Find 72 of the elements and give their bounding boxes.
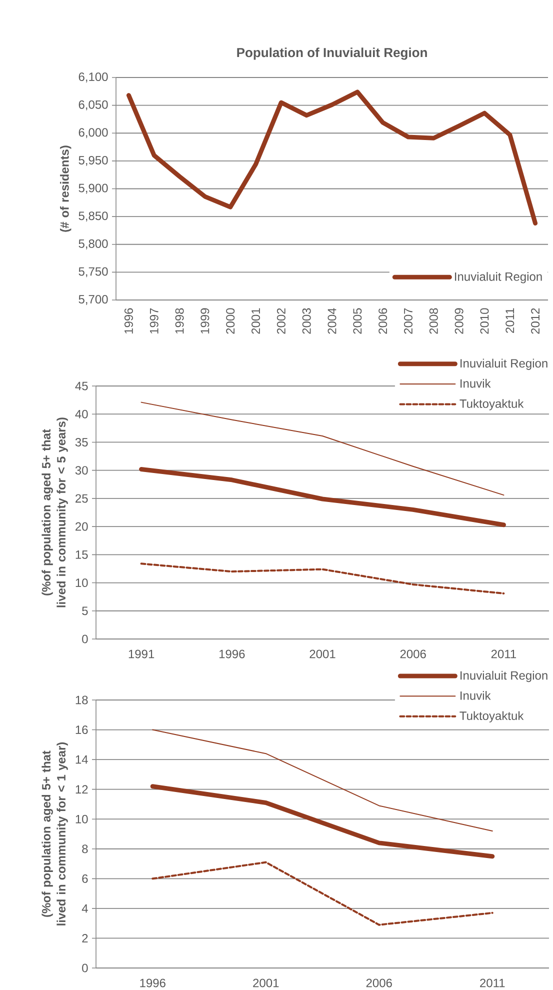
x-tick-label: 1997 — [150, 308, 158, 334]
x-tick-label: 2006 — [378, 308, 388, 334]
legend-label: Tuktoyaktuk — [460, 399, 524, 410]
y-tick-label: 20 — [76, 522, 88, 531]
y-tick-label: 12 — [76, 785, 88, 794]
x-tick-label: 2001 — [253, 978, 279, 988]
y-tick-label: 4 — [82, 904, 88, 913]
x-tick-label: 2007 — [404, 308, 412, 334]
y-tick-label: 40 — [75, 410, 88, 418]
y-tick-label: 6,050 — [78, 100, 108, 110]
x-tick-label: 2005 — [353, 308, 362, 334]
line-series — [152, 729, 493, 832]
y-tick-label: 35 — [75, 438, 88, 446]
x-tick-label: 2003 — [302, 308, 311, 334]
y-tick-label: 5,800 — [78, 239, 108, 250]
x-tick-label: 1999 — [200, 308, 210, 334]
x-tick-label: 1996 — [124, 308, 133, 334]
y-tick-label: 16 — [76, 726, 88, 734]
x-tick-label: 2006 — [400, 650, 426, 658]
x-tick-label: 2008 — [429, 308, 438, 334]
x-tick-label: 2012 — [531, 308, 540, 334]
y-tick-label: 10 — [76, 814, 88, 824]
chart-title: Population of Inuvialuit Region — [237, 48, 427, 60]
x-tick-label: 2010 — [480, 308, 489, 334]
y-axis-title: (%of population aged 5+ that lived in community for < 5 years) — [42, 418, 68, 608]
y-tick-label: 5,900 — [78, 184, 108, 194]
y-tick-label: 8 — [82, 844, 88, 854]
x-tick-label: 2004 — [328, 308, 336, 334]
x-tick-label: 2002 — [276, 308, 286, 334]
y-tick-label: 6 — [82, 874, 88, 883]
y-axis-title: (# of residents) — [60, 146, 72, 232]
line-series — [126, 90, 538, 226]
x-tick-label: 2006 — [366, 978, 392, 988]
y-tick-label: 0 — [82, 634, 88, 644]
legend-label: Tuktoyaktuk — [460, 711, 524, 722]
line-series — [152, 861, 494, 926]
y-tick-label: 5 — [82, 606, 88, 616]
y-tick-label: 18 — [76, 696, 88, 704]
x-tick-label: 2011 — [491, 650, 516, 658]
x-tick-label: 2011 — [506, 308, 514, 333]
line-series — [139, 466, 506, 528]
y-tick-label: 25 — [76, 494, 88, 503]
y-axis-title: (%of population aged 5+ that lived in community for < 1 year) — [42, 742, 68, 926]
line-series — [150, 784, 495, 859]
y-tick-label: 5,950 — [78, 156, 108, 166]
x-tick-label: 2001 — [252, 308, 260, 334]
x-tick-label: 1991 — [128, 650, 154, 658]
y-tick-label: 14 — [76, 755, 88, 764]
x-tick-label: 1996 — [219, 650, 245, 658]
y-tick-label: 6,100 — [78, 72, 108, 82]
x-tick-label: 1998 — [175, 308, 184, 334]
y-tick-label: 15 — [76, 550, 88, 559]
legend-label: Inuvialuit Region — [460, 670, 548, 682]
y-tick-label: 30 — [75, 466, 88, 475]
y-tick-label: 2 — [82, 934, 88, 942]
y-tick-label: 0 — [82, 964, 88, 972]
y-tick-label: 6,000 — [78, 128, 108, 138]
y-tick-label: 5,700 — [78, 295, 108, 305]
x-tick-label: 2001 — [310, 650, 336, 658]
y-tick-label: 5,850 — [78, 212, 108, 222]
x-tick-label: 2000 — [226, 308, 235, 334]
y-tick-label: 45 — [75, 382, 88, 390]
legend-label: Inuvialuit Region — [455, 272, 542, 284]
x-tick-label: 1996 — [140, 978, 166, 988]
legend-label: Inuvik — [460, 691, 491, 700]
legend-label: Inuvialuit Region — [460, 358, 548, 370]
x-tick-label: 2011 — [480, 978, 505, 988]
y-tick-label: 5,750 — [78, 267, 108, 278]
line-series — [140, 562, 505, 594]
legend-label: Inuvik — [460, 378, 491, 388]
x-tick-label: 2009 — [454, 308, 464, 334]
y-tick-label: 10 — [76, 578, 88, 588]
